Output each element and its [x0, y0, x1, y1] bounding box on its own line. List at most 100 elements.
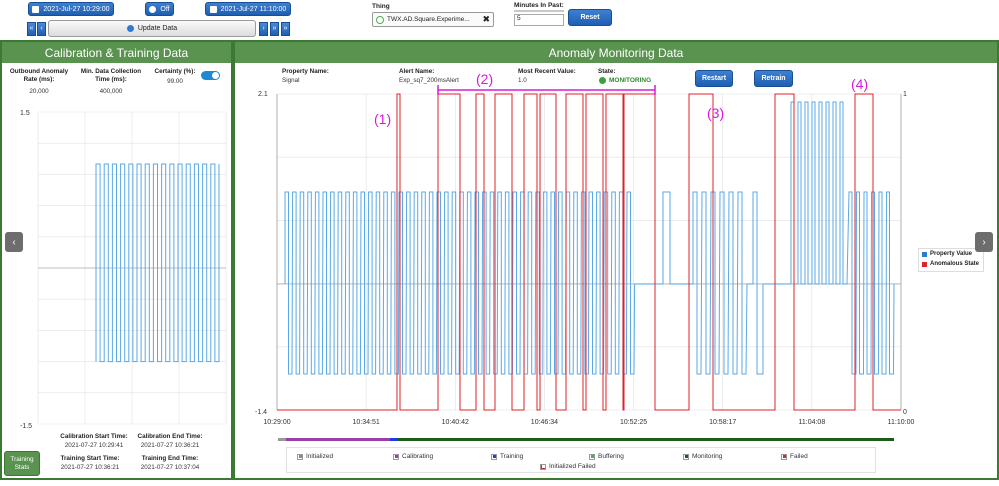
auto-refresh-label: Off [160, 5, 170, 13]
training-stats-label-2: Stats [14, 463, 30, 471]
certainty-toggle[interactable] [201, 71, 220, 80]
alert-name-value: Exp_sq7_200msAlert [399, 77, 459, 84]
state-legend-calibrating: Calibrating [393, 453, 433, 460]
mon-x-tick-label: 10:34:51 [353, 419, 380, 426]
mon-y-left-bottom-label: -1.4 [255, 409, 267, 416]
status-circle-icon [376, 15, 384, 24]
calib-y-bottom-label: -1.5 [20, 423, 32, 430]
outbound-rate-label: Outbound Anomaly Rate (ms): [9, 68, 69, 83]
property-name-value: Signal [282, 77, 300, 84]
train-end-value: 2021-07-27 10:37:04 [140, 464, 200, 471]
start-date-button[interactable]: 2021-Jul-27 10:29:00 [28, 2, 114, 16]
training-stats-button[interactable]: Training Stats [4, 451, 40, 476]
outbound-rate-value: 20,000 [29, 88, 49, 95]
mon-y-left-top-label: 2.1 [258, 91, 268, 98]
calib-end-label: Calibration End Time: [137, 433, 203, 440]
min-collection-value: 400,000 [99, 88, 123, 95]
state-legend-monitoring: Monitoring [683, 453, 722, 460]
calib-y-top-label: 1.5 [20, 110, 30, 117]
alert-name-label: Alert Name: [399, 68, 435, 75]
mon-x-tick-label: 10:46:34 [531, 419, 558, 426]
retrain-button[interactable]: Retrain [754, 70, 793, 87]
minutes-label: Minutes In Past: [514, 2, 564, 9]
step-forward-button[interactable]: › [259, 22, 268, 36]
annotation-1: (1) [374, 111, 392, 127]
update-data-button[interactable]: Update Data [48, 20, 256, 37]
certainty-value: 99.00 [167, 78, 183, 85]
train-start-label: Training Start Time: [60, 455, 120, 462]
state-timeline [278, 438, 894, 441]
state-legend-buffering: Buffering [589, 453, 624, 460]
auto-refresh-toggle[interactable]: Off [145, 2, 174, 16]
train-start-value: 2021-07-27 10:36:21 [60, 464, 120, 471]
legend-swatch-red [922, 261, 927, 267]
recent-value-label: Most Recent Value: [518, 68, 576, 75]
minutes-slider[interactable] [514, 10, 564, 12]
annotation-4: (4) [851, 76, 869, 92]
skip-forward-button[interactable]: » [270, 22, 279, 36]
state-legend-failed: Failed [781, 453, 808, 460]
legend-property-value[interactable]: Property Value [919, 249, 983, 259]
mon-x-tick-label: 11:04:08 [798, 419, 825, 426]
calendar-icon [32, 5, 40, 13]
calibration-chart: 1.5 -1.5 [20, 110, 227, 430]
certainty-label: Certainty (%): [154, 68, 196, 75]
annotation-3: (3) [707, 105, 725, 121]
reset-button[interactable]: Reset [568, 9, 612, 26]
restart-button[interactable]: Restart [695, 70, 733, 87]
update-data-label: Update Data [137, 25, 178, 32]
mon-anomaly-series [277, 93, 901, 411]
chevron-right-icon[interactable]: › [975, 232, 993, 252]
state-legend-training: Training [491, 453, 523, 460]
mon-y-right-bottom-label: 0 [903, 409, 907, 416]
state-label: State: [598, 68, 616, 75]
monitoring-panel-title: Anomaly Monitoring Data [235, 40, 997, 63]
minutes-input[interactable]: 5 [514, 14, 564, 26]
legend-anomalous-state[interactable]: Anomalous State [919, 259, 983, 269]
chart-legend: Property Value Anomalous State [918, 248, 984, 272]
state-badge: MONITORING [599, 77, 651, 84]
status-dot-icon [599, 77, 606, 84]
state-legend-initialized-failed: Initialized Failed [540, 463, 596, 470]
thing-label: Thing [372, 3, 390, 10]
training-stats-label-1: Training [10, 455, 34, 463]
property-name-label: Property Name: [282, 68, 329, 75]
recent-value: 1.0 [518, 77, 527, 84]
state-value: MONITORING [609, 77, 652, 84]
refresh-icon [126, 25, 134, 32]
state-legend-initialized: Initialized [297, 453, 333, 460]
state-legend: Initialized Calibrating Training Bufferi… [286, 447, 876, 473]
min-collection-label: Min. Data Collection Time (ms): [80, 68, 142, 83]
skip-back-button[interactable]: « [27, 22, 36, 36]
chevron-left-icon[interactable]: ‹ [5, 232, 23, 252]
mon-x-tick-label: 10:58:17 [709, 419, 736, 426]
thing-selector[interactable]: TWX.AD.Square.Experime... ✖ [372, 12, 494, 27]
mon-x-tick-label: 10:29:00 [263, 419, 290, 426]
calendar-icon [209, 5, 217, 13]
mon-x-tick-label: 11:10:00 [888, 419, 915, 426]
clear-icon[interactable]: ✖ [482, 14, 490, 24]
train-end-label: Training End Time: [141, 455, 199, 462]
end-date-button[interactable]: 2021-Jul-27 11:10:00 [205, 2, 291, 16]
mon-y-right-top-label: 1 [903, 91, 907, 98]
annotation-2: (2) [476, 71, 494, 87]
mon-x-tick-label: 10:52:25 [620, 419, 647, 426]
end-date-label: 2021-Jul-27 11:10:00 [220, 5, 287, 13]
legend-swatch-blue [922, 251, 927, 257]
step-back-button[interactable]: ‹ [37, 22, 46, 36]
thing-value: TWX.AD.Square.Experime... [387, 16, 470, 23]
monitoring-chart: 2.1 -1.4 1 0 10:29:00 10:34:51 10:40:42 10:… [255, 85, 915, 426]
calibration-panel: Calibration & Training Data [0, 40, 233, 480]
jump-end-button[interactable]: » [281, 22, 290, 36]
calib-end-value: 2021-07-27 10:36:21 [140, 442, 200, 449]
mon-property-series [284, 101, 895, 375]
top-toolbar: 2021-Jul-27 10:29:00 Off 2021-Jul-27 11:… [0, 0, 999, 40]
calib-property-series [95, 163, 220, 363]
monitoring-panel: Anomaly Monitoring Data [233, 40, 999, 480]
mon-x-tick-label: 10:40:42 [442, 419, 469, 426]
start-date-label: 2021-Jul-27 10:29:00 [43, 5, 110, 13]
calib-start-value: 2021-07-27 10:29:41 [64, 442, 124, 449]
refresh-icon [149, 5, 157, 13]
annotation-bracket [437, 85, 656, 95]
